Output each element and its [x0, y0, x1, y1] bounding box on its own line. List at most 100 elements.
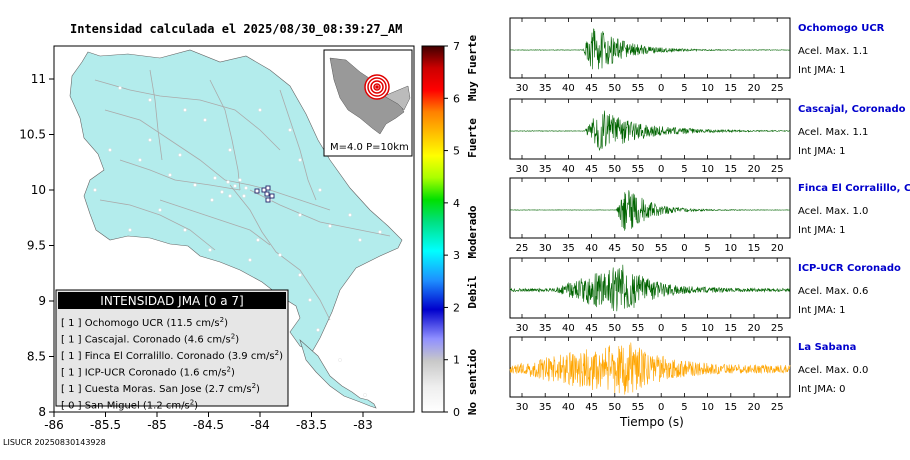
station-int-jma: Int JMA: 1	[798, 146, 846, 157]
trace-x-tick-label: 45	[585, 323, 598, 334]
trace-x-tick-label: 30	[516, 402, 529, 413]
station-int-jma: Int JMA: 1	[798, 65, 846, 76]
colorbar-tick-label: 6	[453, 92, 460, 105]
legend-item: [ 1 ] Ochomogo UCR (11.5 cm/s2)	[61, 316, 228, 329]
colorbar-class-label: Moderado	[466, 205, 479, 258]
map-y-tick-label: 11	[31, 72, 46, 86]
trace-x-tick-label: 40	[562, 83, 575, 94]
station-marker	[261, 187, 267, 193]
road-line	[149, 69, 163, 161]
map-panel: -86 -85.5 -85 -84.5 -84 -83.5 -83 11 10.5 10 9.5 9 8…	[19, 45, 415, 432]
city-dot	[316, 328, 320, 332]
station-name: Ochomogo UCR	[798, 23, 885, 34]
trace-x-tick-label: 5	[681, 164, 687, 175]
city-dot	[363, 393, 367, 397]
trace-x-tick-label: 35	[539, 323, 552, 334]
map-x-tick-label: -85	[147, 418, 167, 432]
city-dot	[93, 188, 97, 192]
city-dot	[348, 213, 352, 217]
trace-x-tick-label: 55	[632, 402, 645, 413]
trace-x-tick-label: 55	[632, 164, 645, 175]
trace-x-tick-label: 30	[516, 323, 529, 334]
road-line	[94, 79, 281, 151]
road-line	[209, 79, 241, 191]
seismogram-trace	[509, 342, 791, 395]
city-dot	[308, 298, 312, 302]
trace-x-tick-label: 0	[658, 83, 664, 94]
map-x-tick-label: -83.5	[296, 418, 327, 432]
station-name: La Sabana	[798, 342, 857, 353]
station-marker	[265, 197, 271, 203]
trace-x-tick-label: 20	[771, 243, 784, 254]
trace-x-tick-label: 25	[771, 323, 784, 334]
trace-x-tick-label: 15	[724, 402, 737, 413]
city-dot	[108, 148, 112, 152]
legend-item: [ 1 ] Cascajal. Coronado (4.6 cm/s2)	[61, 333, 239, 346]
station-marker	[265, 185, 271, 191]
city-dot	[210, 198, 214, 202]
map-x-tick-label: -83	[353, 418, 373, 432]
map-x-tick-label: -84.5	[193, 418, 224, 432]
trace-x-tick-label: 35	[539, 164, 552, 175]
trace-x-tick-label: 40	[562, 323, 575, 334]
colorbar-tick-label: 0	[453, 406, 460, 419]
city-dot	[168, 173, 172, 177]
station-name: Finca El Corralillo, Coro	[798, 183, 910, 194]
station-int-jma: Int JMA: 0	[798, 384, 846, 395]
seismogram-trace	[509, 190, 791, 231]
city-dot	[338, 358, 342, 362]
city-dot	[358, 238, 362, 242]
trace-x-tick-label: 35	[539, 83, 552, 94]
city-dot	[213, 176, 217, 180]
map-y-tick-label: 8	[38, 405, 46, 419]
colorbar-tick-label: 5	[453, 145, 460, 158]
trace-x-tick-label: 5	[681, 323, 687, 334]
colorbar-class-label: Debil	[466, 275, 479, 308]
city-dot	[193, 183, 197, 187]
station-int-jma: Int JMA: 1	[798, 225, 846, 236]
costa-rica-landmass	[69, 49, 403, 353]
trace-x-tick-label: 40	[562, 402, 575, 413]
road-line	[279, 89, 317, 201]
intensity-colorbar: 0 1 2 3 4 5 6 7 No sentido Debil Moderado Fuerte Muy…	[421, 35, 479, 419]
road-line	[104, 109, 331, 211]
city-dot	[228, 194, 232, 198]
colorbar-class-label: Muy Fuerte	[466, 35, 479, 102]
seismogram-trace	[509, 110, 791, 152]
trace-x-tick-label: 45	[608, 243, 621, 254]
city-dot	[288, 128, 292, 132]
station-marker	[254, 188, 260, 194]
city-dot	[226, 180, 230, 184]
city-dot	[183, 108, 187, 112]
road-line	[229, 184, 331, 321]
trace-x-tick-label: 40	[585, 243, 598, 254]
trace-x-tick-label: 10	[724, 243, 737, 254]
city-dot	[220, 190, 224, 194]
city-dot	[298, 158, 302, 162]
map-y-tick-label: 10	[31, 183, 46, 197]
city-dot	[233, 184, 237, 188]
road-line	[119, 159, 241, 191]
colorbar-tick-label: 1	[453, 354, 460, 367]
legend-item: [ 1 ] Finca El Corralillo. Coronado (3.9…	[61, 349, 283, 362]
city-dot	[298, 273, 302, 277]
trace-x-tick-label: 25	[771, 83, 784, 94]
trace-x-tick-label: 20	[748, 402, 761, 413]
map-x-tick-label: -85.5	[90, 418, 121, 432]
road-line	[99, 199, 216, 251]
trace-x-tick-label: 30	[516, 83, 529, 94]
trace-x-tick-label: 5	[681, 83, 687, 94]
trace-x-tick-label: 55	[632, 83, 645, 94]
inset-magnitude-label: M=4.0 P=10km	[330, 142, 409, 153]
map-x-tick-label: -86	[44, 418, 64, 432]
trace-x-tick-label: 10	[701, 83, 714, 94]
station-accel-max: Acel. Max. 0.6	[798, 286, 869, 297]
city-dot	[128, 228, 132, 232]
footer-id: LISUCR 20250830143928	[3, 438, 106, 447]
station-accel-max: Acel. Max. 0.0	[798, 365, 869, 376]
trace-x-tick-label: 15	[724, 164, 737, 175]
city-dot	[318, 188, 322, 192]
trace-x-tick-label: 55	[655, 243, 668, 254]
trace-x-tick-label: 0	[681, 243, 687, 254]
